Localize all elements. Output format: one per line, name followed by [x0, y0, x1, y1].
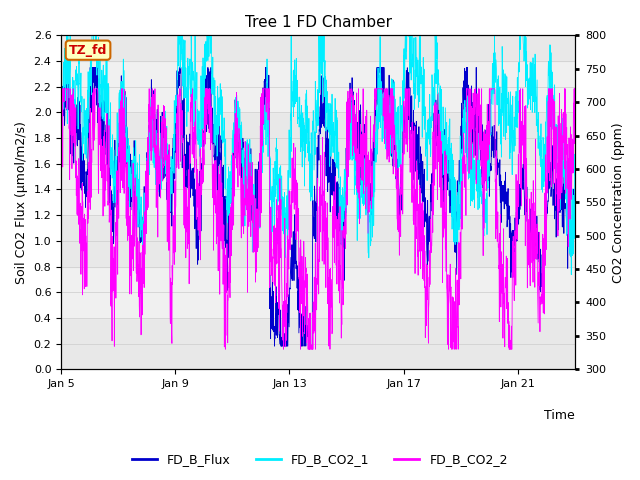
- Bar: [61, 318, 575, 369]
- Text: Time: Time: [544, 409, 575, 422]
- Bar: [61, 61, 575, 112]
- Bar: [61, 164, 575, 215]
- Text: TZ_fd: TZ_fd: [69, 44, 108, 57]
- Bar: [61, 112, 575, 164]
- Bar: [61, 215, 575, 266]
- Y-axis label: Soil CO2 Flux (μmol/m2/s): Soil CO2 Flux (μmol/m2/s): [15, 121, 28, 284]
- Y-axis label: CO2 Concentration (ppm): CO2 Concentration (ppm): [612, 122, 625, 283]
- Title: Tree 1 FD Chamber: Tree 1 FD Chamber: [244, 15, 392, 30]
- Bar: [61, 266, 575, 318]
- Bar: [61, 36, 575, 61]
- Legend: FD_B_Flux, FD_B_CO2_1, FD_B_CO2_2: FD_B_Flux, FD_B_CO2_1, FD_B_CO2_2: [127, 448, 513, 471]
